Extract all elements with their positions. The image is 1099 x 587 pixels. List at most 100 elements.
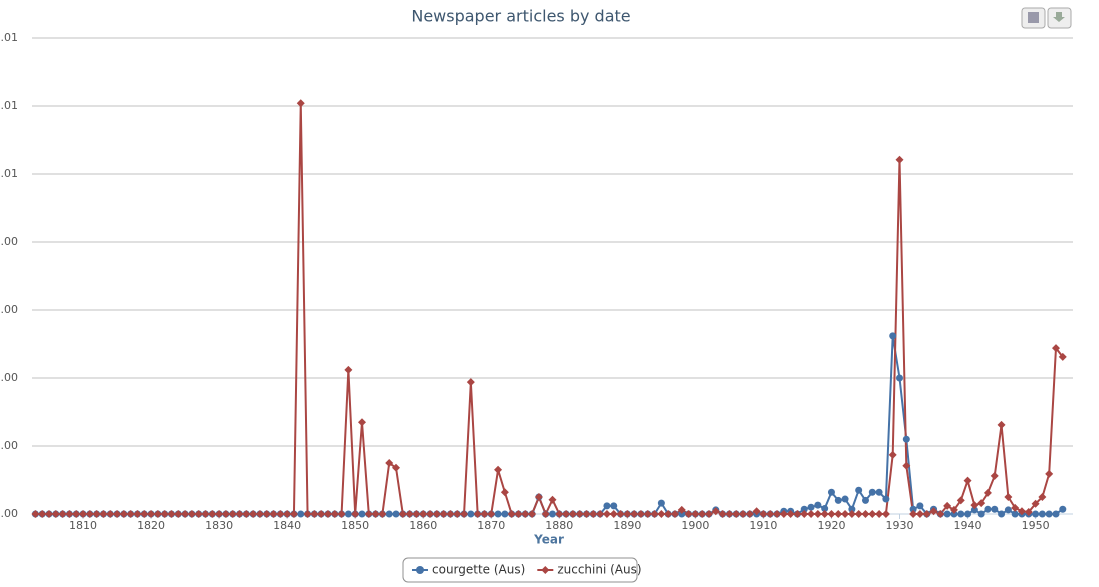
point [1032,510,1040,518]
point [1031,499,1040,508]
x-tick-label: 1880 [545,519,573,532]
point [875,510,884,518]
point [528,510,537,518]
y-tick-label: .00 [1,507,19,520]
point [950,510,958,518]
point [977,510,985,518]
point [385,459,394,467]
point [1038,510,1046,518]
point [228,510,237,518]
point [344,365,353,374]
x-tick-label: 1890 [613,519,641,532]
point [79,510,88,518]
point [855,486,863,494]
point [868,510,877,518]
point [800,510,809,518]
point [616,510,625,518]
point [549,510,556,518]
x-tick-label: 1900 [681,519,709,532]
point [678,510,686,518]
point [821,505,829,513]
point [215,510,224,518]
point [460,510,469,518]
point [793,510,802,518]
point [684,510,693,518]
point [453,510,462,518]
point [1011,503,1020,512]
point [997,420,1006,429]
point [630,510,639,518]
legend-marker [416,566,424,574]
x-tick-label: 1910 [749,519,777,532]
point [405,510,414,518]
y-tick-label: .00 [1,303,19,316]
point [909,505,917,513]
point [603,502,611,510]
point [1004,493,1013,501]
point [848,505,856,513]
point [983,488,992,497]
point [970,506,978,514]
point [1004,506,1012,514]
point [813,510,822,518]
point [582,510,591,518]
point [255,510,264,518]
point [480,510,489,518]
point [432,510,441,518]
point [249,510,258,518]
point [392,463,401,472]
point [677,505,686,514]
x-tick-label: 1830 [205,519,233,532]
point [779,510,788,518]
x-tick-label: 1860 [409,519,437,532]
point [881,510,890,518]
point [568,510,577,518]
point [964,510,972,518]
point [501,510,509,518]
point [446,510,455,518]
point [378,510,387,518]
point [807,510,816,518]
point [153,510,162,518]
point [773,510,782,518]
point [174,510,183,518]
point [208,510,217,518]
y-tick-label: .01 [1,99,19,112]
point [31,510,40,518]
point [92,510,101,518]
point [140,510,149,518]
point [786,510,795,518]
point [289,510,298,518]
export-button[interactable] [1047,7,1072,29]
point [739,510,748,518]
point [990,471,999,480]
point [412,510,421,518]
point [181,510,190,518]
point [834,510,843,518]
point [970,501,979,510]
point [296,99,305,108]
point [330,510,339,518]
point [1011,510,1019,518]
point [861,496,869,504]
point [317,510,326,518]
point [297,510,305,518]
x-tick-label: 1820 [137,519,165,532]
point [745,510,754,518]
x-tick-label: 1870 [477,519,505,532]
point [711,507,720,516]
point [916,502,924,510]
point [956,496,965,505]
point [929,507,938,516]
point [358,510,366,518]
point [670,510,679,518]
point [718,510,727,518]
point [725,510,734,518]
point [704,510,713,518]
point [541,510,550,518]
point [984,505,992,513]
point [58,510,67,518]
x-axis-title: Year [533,533,564,547]
print-button[interactable] [1021,7,1046,29]
point [357,418,366,427]
